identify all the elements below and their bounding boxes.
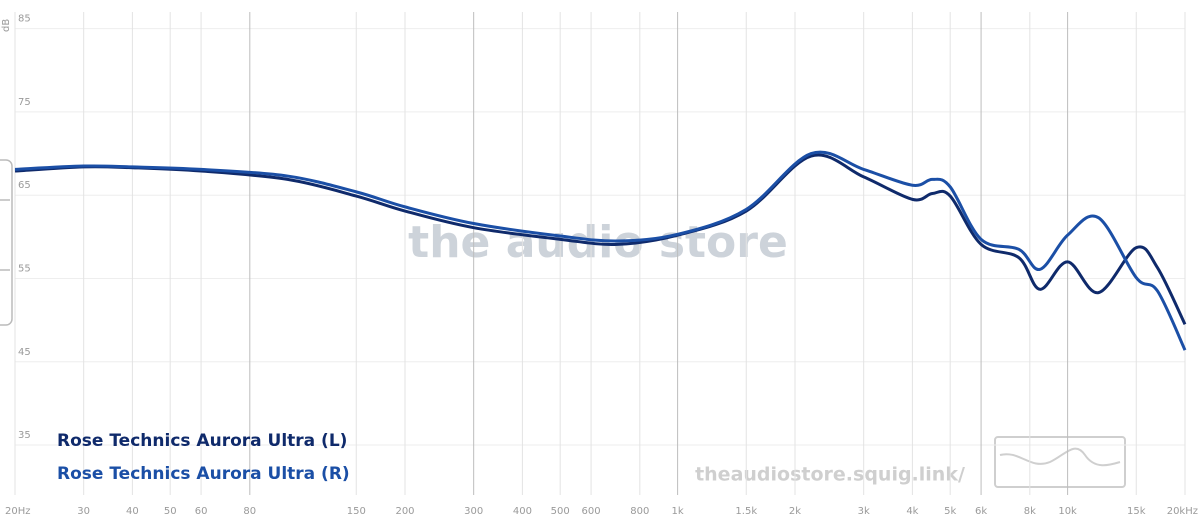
plot: 35 45 55 65 75 85 20Hz 30 40 50 60 80 150 200 300 400 50…: [5, 12, 1198, 517]
x-tick-label: 600: [582, 506, 601, 517]
x-tick-label: 500: [551, 506, 570, 517]
x-tick-label: 400: [513, 506, 532, 517]
left-handle: [0, 159, 13, 326]
url: theaudiostore.squig.link/: [695, 464, 965, 486]
logo-icon: [994, 436, 1126, 488]
legend-entry: Rose Technics Aurora Ultra (L): [57, 431, 347, 451]
y-tick-label: 75: [18, 97, 31, 108]
fr-curve: [14, 150, 1187, 351]
y-axis-label: dB: [1, 19, 12, 32]
x-tick-label: 1.5k: [735, 506, 757, 517]
y-tick-label: 65: [18, 180, 31, 191]
x-tick-label: 8k: [1024, 506, 1036, 517]
x-tick-label: 800: [630, 506, 649, 517]
x-tick-label: 15k: [1127, 506, 1146, 517]
x-tick-label: 3k: [858, 506, 870, 517]
legend-entry: Rose Technics Aurora Ultra (R): [57, 464, 350, 484]
x-tick-label: 40: [126, 506, 139, 517]
y-tick-label: 35: [18, 430, 31, 441]
x-tick-label: 150: [347, 506, 366, 517]
x-tick-label: 80: [243, 506, 256, 517]
x-tick-label: 60: [195, 506, 208, 517]
x-tick-label: 50: [164, 506, 177, 517]
x-tick-label: 20kHz: [1167, 506, 1198, 517]
x-tick-label: 20Hz: [5, 506, 31, 517]
y-tick-label: 55: [18, 263, 31, 274]
x-tick-label: 2k: [789, 506, 801, 517]
y-tick-label: 85: [18, 14, 31, 25]
x-tick-label: 10k: [1058, 506, 1077, 517]
x-tick-label: 1k: [672, 506, 684, 517]
x-tick-label: 30: [77, 506, 90, 517]
x-tick-label: 5k: [944, 506, 956, 517]
x-tick-label: 4k: [906, 506, 918, 517]
x-tick-label: 300: [464, 506, 483, 517]
x-tick-label: 6k: [975, 506, 987, 517]
x-tick-label: 200: [395, 506, 414, 517]
y-tick-label: 45: [18, 347, 31, 358]
